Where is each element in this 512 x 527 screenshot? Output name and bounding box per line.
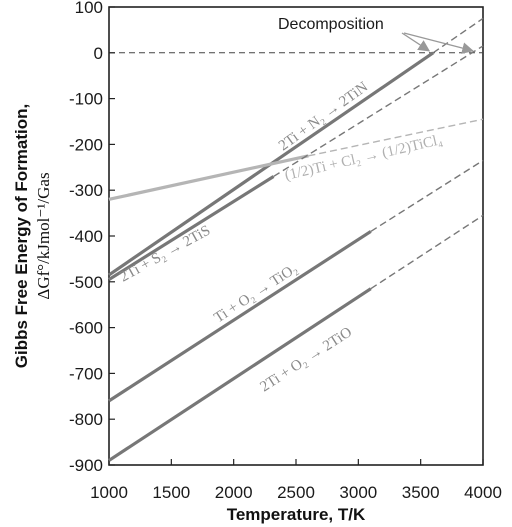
y-axis-title: Gibbs Free Energy of Formation, xyxy=(12,104,31,368)
y-tick-label: -900 xyxy=(69,456,103,475)
series-label-tio2: Ti + O₂ → TiO₂ xyxy=(211,261,300,327)
x-axis-ticks: 1000 1500 2000 2500 3000 3500 4000 xyxy=(90,459,502,502)
decomposition-annotation: Decomposition xyxy=(278,16,384,33)
y-tick-label: -600 xyxy=(69,319,103,338)
y-tick-label: -800 xyxy=(69,410,103,429)
x-tick-label: 3500 xyxy=(402,483,440,502)
y-tick-label: -400 xyxy=(69,227,103,246)
series-3-solid-line xyxy=(108,230,372,403)
series-1-dashed-extension xyxy=(308,118,484,157)
x-tick-label: 2000 xyxy=(215,483,253,502)
series-label-tis: 2Ti + S₂ → 2TiS xyxy=(117,223,213,286)
series-label-tio: 2Ti + O₂ → 2TiO xyxy=(257,324,355,395)
series-label-tin: 2Ti + N₂ → 2TiN xyxy=(276,79,371,154)
y-tick-label: -700 xyxy=(69,364,103,383)
y-axis-units: ΔGf°/kJmol⁻¹/Gas xyxy=(34,172,53,299)
y-tick-label: -200 xyxy=(69,135,103,154)
y-axis-ticks: 100 0 -100 -200 -300 -400 -500 -600 -700 -800 -900 xyxy=(69,0,115,475)
series-3-dashed-extension xyxy=(370,159,484,233)
series-1-solid-line xyxy=(108,154,309,201)
decomposition-arrow-1 xyxy=(401,32,431,52)
y-tick-label: -100 xyxy=(69,90,103,109)
x-tick-label: 1000 xyxy=(90,483,128,502)
series-4-dashed-extension xyxy=(370,214,484,290)
x-tick-label: 2500 xyxy=(277,483,315,502)
series-lines xyxy=(108,17,484,462)
x-tick-label: 4000 xyxy=(464,483,502,502)
x-axis-title: Temperature, T/K xyxy=(227,505,366,524)
x-tick-label: 3000 xyxy=(339,483,377,502)
decomposition-arrow-2 xyxy=(403,32,474,54)
y-tick-label: 100 xyxy=(75,0,103,17)
y-tick-label: 0 xyxy=(94,44,103,63)
x-tick-label: 1500 xyxy=(152,483,190,502)
series-2-dashed-extension xyxy=(273,45,484,178)
series-4-solid-line xyxy=(108,287,372,462)
series-2-solid-line xyxy=(108,175,275,281)
series-0-dashed-extension xyxy=(432,17,484,54)
y-tick-label: -300 xyxy=(69,181,103,200)
y-tick-label: -500 xyxy=(69,273,103,292)
